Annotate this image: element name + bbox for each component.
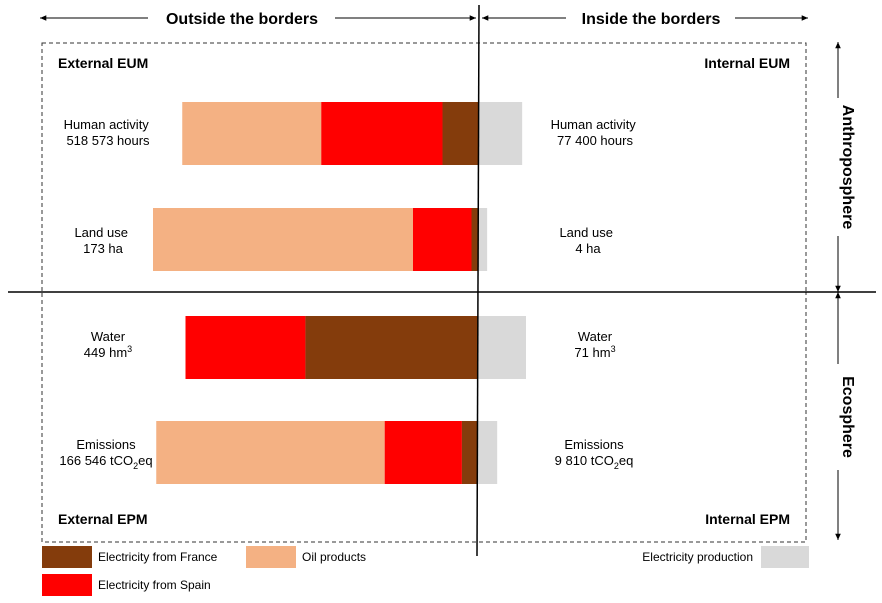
human-bar-spain	[321, 102, 443, 165]
ecosphere-label: Ecosphere	[839, 376, 856, 458]
water-right-label: Water	[578, 329, 613, 344]
legend-swatch-production	[761, 546, 809, 568]
internal-eum-label: Internal EUM	[704, 55, 790, 71]
human-bar-production	[478, 102, 523, 165]
human-left-label: Human activity 518 573 hours	[64, 117, 153, 148]
emissions-bar-france	[461, 421, 478, 484]
water-left-value: 449 hm3	[84, 344, 132, 360]
water-left-label: Water	[91, 329, 126, 344]
legend-label-spain: Electricity from Spain	[98, 578, 211, 592]
internal-epm-label: Internal EPM	[705, 511, 790, 527]
emissions-right-label: Emissions	[564, 437, 624, 452]
emissions-bar-oil	[156, 421, 385, 484]
legend-swatch-oil	[246, 546, 296, 568]
legend-label-production: Electricity production	[642, 550, 753, 564]
land-bar-spain	[413, 208, 472, 271]
legend-label-france: Electricity from France	[98, 550, 218, 564]
emissions-right-value: 9 810 tCO2eq	[555, 453, 634, 471]
land-left-label: Land use 173 ha	[74, 225, 131, 256]
water-right-value: 71 hm3	[574, 344, 615, 360]
emissions-bar-spain	[384, 421, 462, 484]
emissions-bar-production	[478, 421, 498, 484]
human-right-label: Human activity 77 400 hours	[551, 117, 640, 148]
human-bar-france	[442, 102, 481, 165]
land-bar-production	[478, 208, 488, 271]
legend-label-oil: Oil products	[302, 550, 366, 564]
water-bar-france	[305, 316, 478, 379]
emissions-left-value: 166 546 tCO2eq	[59, 453, 152, 471]
legend-swatch-spain	[42, 574, 92, 596]
land-bar-oil	[153, 208, 413, 271]
water-bar-spain	[185, 316, 306, 379]
land-right-label: Land use 4 ha	[559, 225, 616, 256]
water-bar-production	[478, 316, 526, 379]
external-epm-label: External EPM	[58, 511, 147, 527]
legend-swatch-france	[42, 546, 92, 568]
human-bar-oil	[182, 102, 322, 165]
land-bar-france	[471, 208, 478, 271]
emissions-left-label: Emissions	[76, 437, 136, 452]
anthroposphere-label: Anthroposphere	[839, 105, 856, 230]
external-eum-label: External EUM	[58, 55, 148, 71]
border-vertical-line	[476, 4, 480, 557]
inside-borders-header: Inside the borders	[582, 11, 721, 28]
outside-borders-header: Outside the borders	[166, 11, 318, 28]
